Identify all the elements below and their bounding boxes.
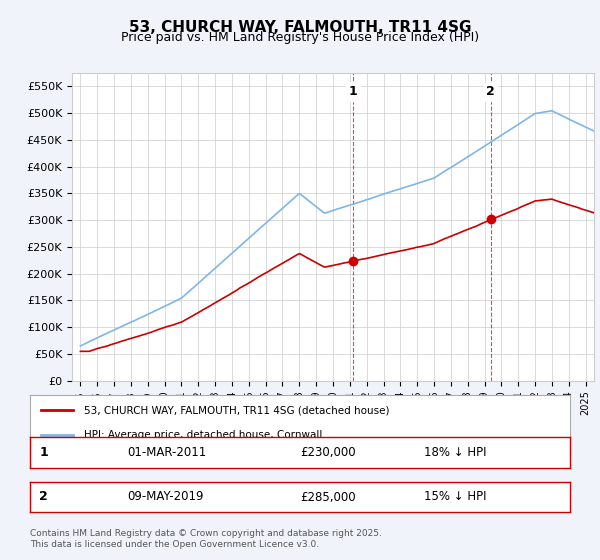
Text: 53, CHURCH WAY, FALMOUTH, TR11 4SG (detached house): 53, CHURCH WAY, FALMOUTH, TR11 4SG (deta… bbox=[84, 405, 389, 416]
Text: 18% ↓ HPI: 18% ↓ HPI bbox=[424, 446, 487, 459]
Text: £285,000: £285,000 bbox=[300, 491, 356, 503]
Text: 53, CHURCH WAY, FALMOUTH, TR11 4SG: 53, CHURCH WAY, FALMOUTH, TR11 4SG bbox=[129, 20, 471, 35]
Text: 1: 1 bbox=[349, 85, 357, 98]
Text: 01-MAR-2011: 01-MAR-2011 bbox=[127, 446, 206, 459]
Text: £230,000: £230,000 bbox=[300, 446, 356, 459]
Text: Price paid vs. HM Land Registry's House Price Index (HPI): Price paid vs. HM Land Registry's House … bbox=[121, 31, 479, 44]
Text: HPI: Average price, detached house, Cornwall: HPI: Average price, detached house, Corn… bbox=[84, 430, 322, 440]
Text: 1: 1 bbox=[39, 446, 48, 459]
Text: 15% ↓ HPI: 15% ↓ HPI bbox=[424, 491, 487, 503]
Text: 09-MAY-2019: 09-MAY-2019 bbox=[127, 491, 204, 503]
Text: Contains HM Land Registry data © Crown copyright and database right 2025.
This d: Contains HM Land Registry data © Crown c… bbox=[30, 529, 382, 549]
Text: 2: 2 bbox=[486, 85, 495, 98]
Text: 2: 2 bbox=[39, 491, 48, 503]
